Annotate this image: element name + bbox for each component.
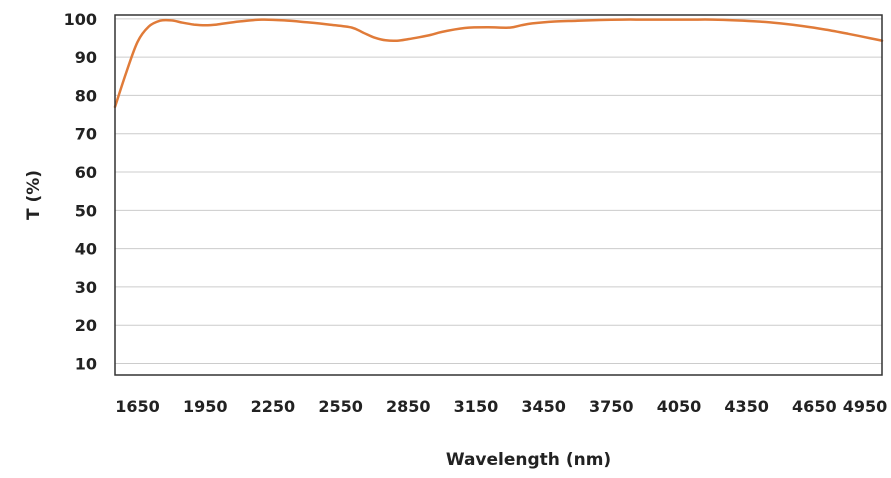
x-tick-label: 3450 xyxy=(521,397,566,416)
x-tick-label: 4650 xyxy=(792,397,837,416)
series-line-0 xyxy=(113,18,884,109)
x-tick-label: 3750 xyxy=(589,397,634,416)
y-axis-title: T (%) xyxy=(24,170,44,220)
x-axis-title: Wavelength (nm) xyxy=(446,450,611,470)
y-tick-label: 10 xyxy=(75,355,97,374)
y-tick-label: 80 xyxy=(75,86,97,105)
data-series xyxy=(113,18,884,109)
y-tick-label: 30 xyxy=(75,278,97,297)
x-tick-label: 2250 xyxy=(251,397,296,416)
y-tick-label: 50 xyxy=(75,201,97,220)
plot-frame xyxy=(114,14,883,376)
y-tick-label: 100 xyxy=(64,10,97,29)
x-tick-label: 3150 xyxy=(454,397,499,416)
y-tick-label: 20 xyxy=(75,316,97,335)
x-tick-label: 1950 xyxy=(183,397,228,416)
x-tick-label: 2550 xyxy=(318,397,363,416)
x-tick-label: 2850 xyxy=(386,397,431,416)
x-tick-label: 4350 xyxy=(724,397,769,416)
x-tick-label: 4050 xyxy=(657,397,702,416)
y-tick-label: 60 xyxy=(75,163,97,182)
y-tick-labels: 10 20 30 40 50 60 70 80 90 100 xyxy=(64,10,97,374)
y-tick-label: 40 xyxy=(75,240,97,259)
y-tick-label: 90 xyxy=(75,48,97,67)
x-tick-labels: 1650 1950 2250 2550 2850 3150 3450 3750 4050 4350… xyxy=(115,397,887,416)
grid-lines xyxy=(115,18,882,365)
y-tick-label: 70 xyxy=(75,125,97,144)
x-tick-label: 1650 xyxy=(115,397,160,416)
x-tick-label: 4950 xyxy=(843,397,888,416)
